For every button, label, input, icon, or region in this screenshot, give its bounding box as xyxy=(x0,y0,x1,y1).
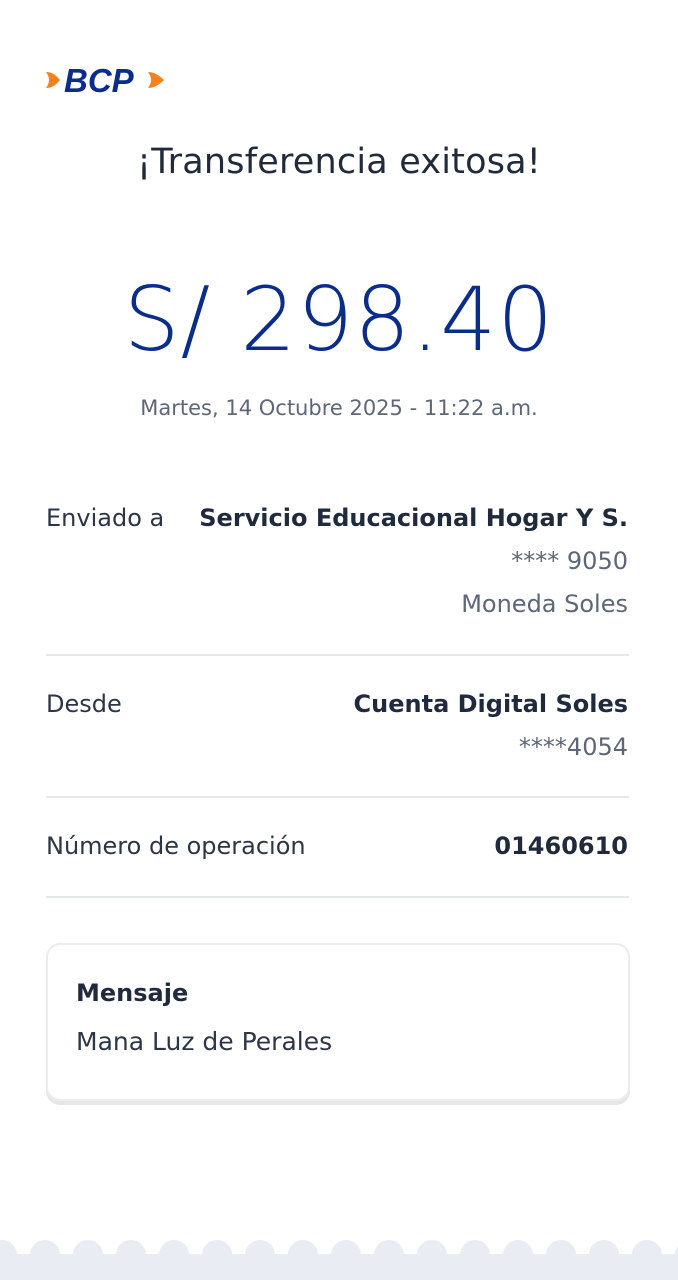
transfer-amount: S/ 298.40 xyxy=(123,268,555,371)
message-title: Mensaje xyxy=(76,979,189,1007)
operation-number: 01460610 xyxy=(494,832,628,860)
scallop xyxy=(73,1240,103,1270)
scallop xyxy=(374,1240,404,1270)
scallop xyxy=(589,1240,619,1270)
transfer-date: Martes, 14 Octubre 2025 - 11:22 a.m. xyxy=(140,396,538,420)
scallop xyxy=(245,1240,275,1270)
bcp-logo: BCP xyxy=(46,62,164,99)
scallop xyxy=(460,1240,490,1270)
scallop xyxy=(417,1240,447,1270)
scalloped-footer xyxy=(0,1240,678,1280)
scallop xyxy=(202,1240,232,1270)
source-account-name: Cuenta Digital Soles xyxy=(353,690,628,718)
scallop xyxy=(331,1240,361,1270)
message-card: Mensaje Mana Luz de Perales xyxy=(46,943,630,1101)
divider xyxy=(46,654,629,656)
svg-text:BCP: BCP xyxy=(64,62,135,99)
scallop xyxy=(159,1240,189,1270)
source-account-number: ****4054 xyxy=(518,733,628,761)
scallop xyxy=(546,1240,576,1270)
scallop xyxy=(675,1246,678,1264)
recipient-account: **** 9050 xyxy=(511,547,628,575)
from-label: Desde xyxy=(46,690,122,718)
scallop xyxy=(632,1240,662,1270)
page-title: ¡Transferencia exitosa! xyxy=(136,142,542,182)
recipient-currency: Moneda Soles xyxy=(461,590,628,618)
recipient-name: Servicio Educacional Hogar Y S. xyxy=(199,504,628,532)
scallop xyxy=(30,1240,60,1270)
scallop xyxy=(288,1240,318,1270)
scallop xyxy=(503,1240,533,1270)
scallop xyxy=(116,1240,146,1270)
divider xyxy=(46,896,629,898)
scallop xyxy=(0,1240,17,1270)
operation-label: Número de operación xyxy=(46,832,306,860)
sent-to-label: Enviado a xyxy=(46,504,165,532)
message-text: Mana Luz de Perales xyxy=(76,1027,333,1056)
divider xyxy=(46,796,629,798)
